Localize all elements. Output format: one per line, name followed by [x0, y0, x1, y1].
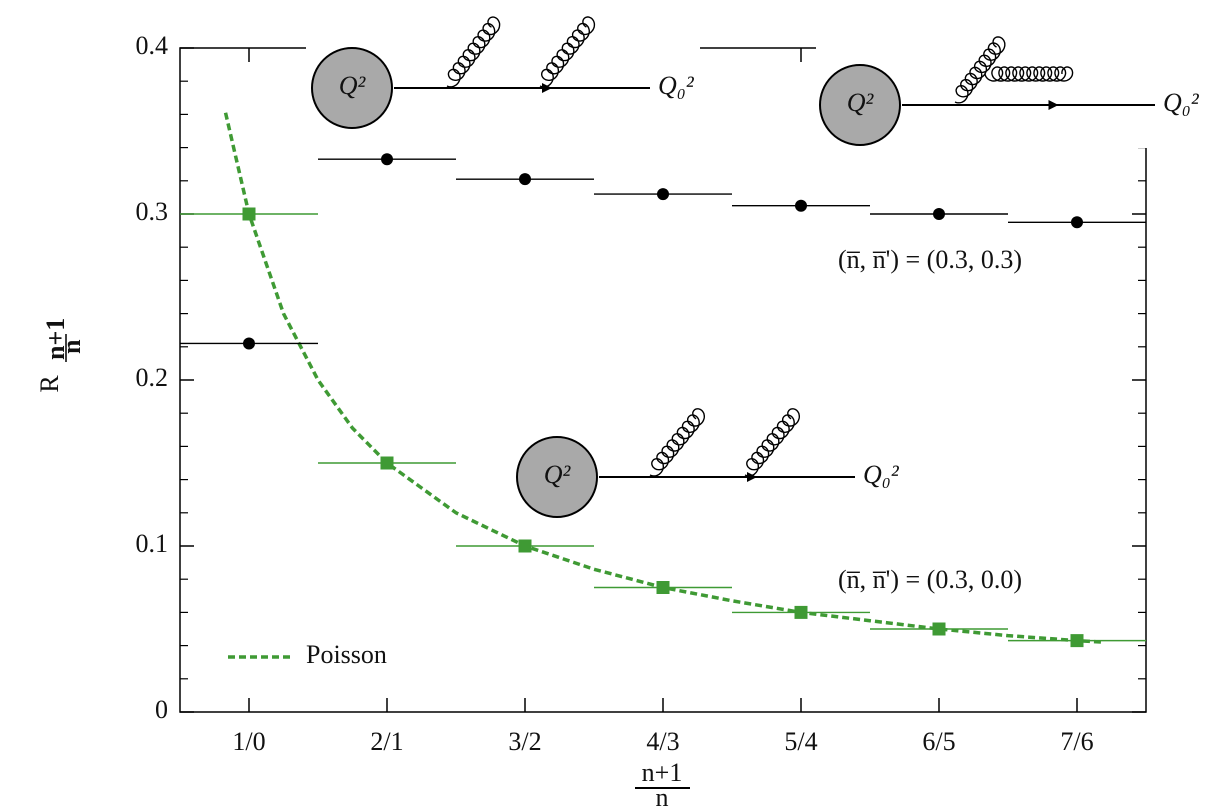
x-tick-label: 1/0 [232, 727, 265, 756]
inset-diagram: Q² Q₀² [517, 409, 900, 517]
y-tick-label: 0.1 [136, 529, 169, 558]
gluon [745, 409, 799, 476]
data-point [1071, 634, 1084, 647]
data-point [519, 540, 532, 553]
x-label-den: n [656, 783, 669, 810]
x-tick-label: 7/6 [1060, 727, 1093, 756]
data-point [933, 623, 946, 636]
inset-scale-label: Q₀² [658, 71, 695, 100]
data-point [657, 188, 669, 200]
x-tick-label: 5/4 [784, 727, 817, 756]
data-point [243, 337, 255, 349]
inset-scale-label: Q₀² [1163, 88, 1200, 117]
data-point [1071, 216, 1083, 228]
inset-blob-label: Q² [847, 88, 875, 117]
y-label: Rn+1n [35, 318, 86, 393]
legend-label: Poisson [306, 640, 387, 669]
inset-scale-label: Q₀² [863, 460, 900, 489]
inset-diagram: Q² Q₀² [816, 6, 1222, 148]
x-tick-label: 2/1 [370, 727, 403, 756]
x-tick-label: 4/3 [646, 727, 679, 756]
chart: 00.10.20.30.41/02/13/24/35/46/57/6n+1nRn… [0, 0, 1222, 810]
series-annotation: (n̅, n̅') = (0.3, 0.0) [838, 565, 1022, 594]
x-tick-label: 6/5 [922, 727, 955, 756]
data-point [795, 200, 807, 212]
data-point [243, 208, 256, 221]
x-tick-label: 3/2 [508, 727, 541, 756]
y-label-symbol: R [35, 375, 64, 393]
series-annotation: (n̅, n̅') = (0.3, 0.3) [838, 245, 1022, 274]
inset-blob-label: Q² [544, 460, 572, 489]
data-point [657, 581, 670, 594]
data-point [933, 208, 945, 220]
data-point [381, 153, 393, 165]
y-label-sub-den: n [57, 339, 86, 354]
inset-blob-label: Q² [339, 71, 367, 100]
data-point [795, 606, 808, 619]
data-point [381, 457, 394, 470]
gluon [650, 409, 704, 476]
y-tick-label: 0.2 [136, 363, 169, 392]
y-tick-label: 0.3 [136, 197, 169, 226]
y-tick-label: 0 [155, 695, 168, 724]
data-point [519, 173, 531, 185]
inset-diagram: Q² Q₀² [306, 6, 700, 136]
y-tick-label: 0.4 [136, 31, 169, 60]
